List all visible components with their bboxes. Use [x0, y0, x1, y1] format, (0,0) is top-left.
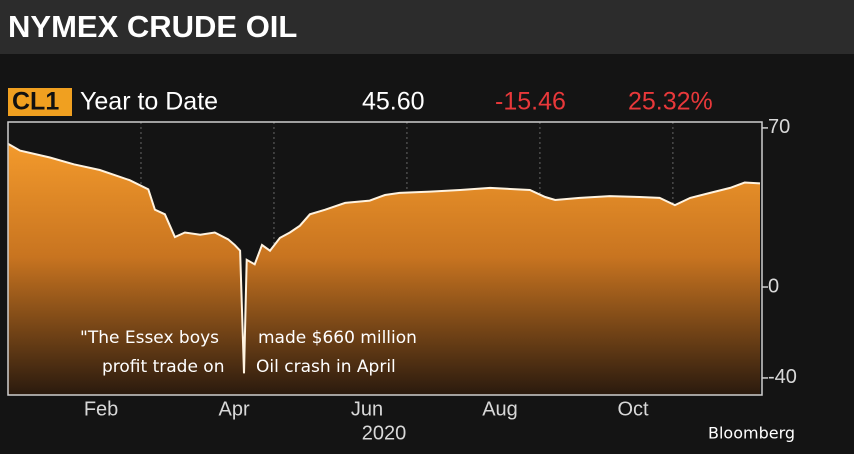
ticker-box: [8, 88, 72, 116]
plot-frame: [7, 121, 763, 396]
annotation: Oil crash in April: [256, 357, 396, 377]
x-tick-label: Aug: [482, 398, 518, 420]
change: -15.46: [495, 88, 566, 116]
last-price: 45.60: [362, 88, 425, 116]
ticker: CL1: [12, 88, 59, 116]
pct-change: 25.32%: [628, 88, 713, 116]
x-axis-label: 2020: [362, 422, 407, 444]
plot: [7, 122, 761, 395]
x-tick-label: Feb: [84, 398, 118, 420]
title-bar: [0, 0, 854, 54]
chart-title: NYMEX CRUDE OIL: [8, 9, 297, 44]
line: [7, 142, 761, 374]
annotation: "The Essex boys: [80, 328, 219, 348]
x-tick-label: Jun: [351, 398, 383, 420]
y-tick-label: 0: [768, 275, 779, 297]
annotation: profit trade on: [102, 357, 225, 377]
annotation: made $660 million: [258, 328, 417, 348]
y-tick-label: 70: [768, 116, 790, 138]
source: Bloomberg: [708, 424, 795, 443]
x-tick-label: Oct: [617, 398, 649, 420]
area: [8, 143, 761, 395]
y-tick-label: -40: [768, 366, 797, 388]
x-tick-label: Apr: [219, 398, 250, 420]
period: Year to Date: [80, 88, 218, 116]
